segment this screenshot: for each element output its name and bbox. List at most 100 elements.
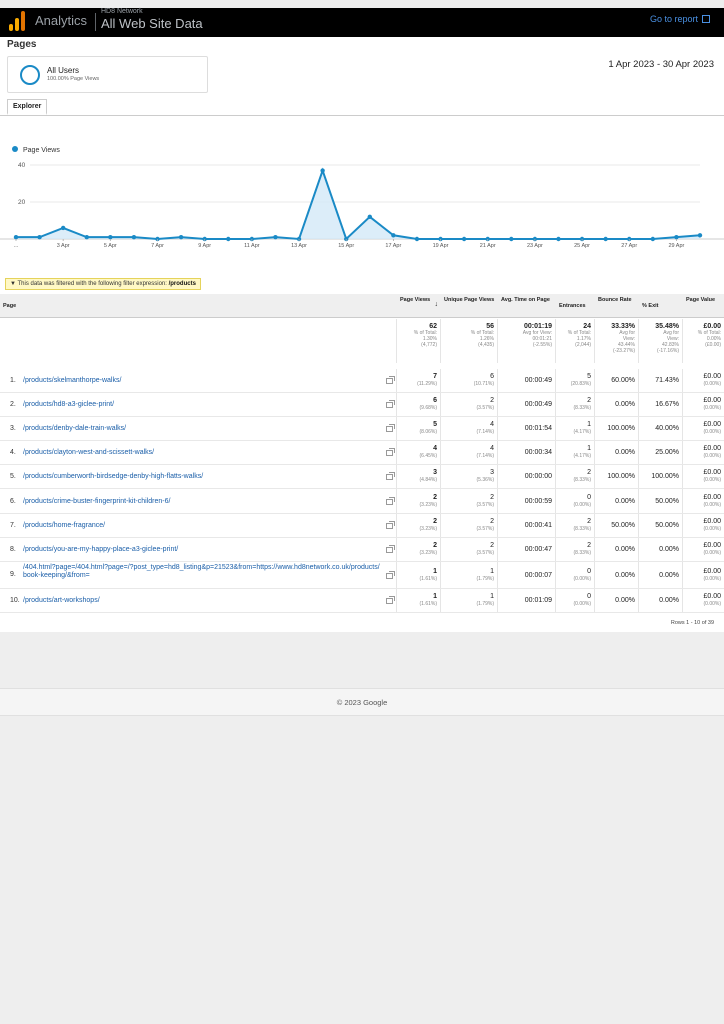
open-page-icon[interactable] [386,400,395,408]
go-to-report-link[interactable]: Go to report [650,14,710,24]
data-point [13,234,19,240]
row-number: 10. [10,597,20,604]
open-page-icon[interactable] [386,596,395,604]
bounce-rate-value: 100.00% [607,425,635,432]
unique-page-views-cell: 1 (1.79%) [441,562,498,588]
total-bounce-rate-value: 33.33% [611,323,635,330]
col-header-unique-page-views[interactable]: Unique Page Views [441,294,498,318]
account-name[interactable]: HD8 Network [101,8,143,15]
page-value-value: £0.00 [703,493,721,501]
page-views-percent: (1.61%) [419,575,437,582]
page-value-cell: £0.00 (0.00%) [683,514,724,537]
bounce-rate-cell: 0.00% [595,589,639,612]
exit-value: 16.67% [655,401,679,408]
page-views-cell: 2 (3.23%) [397,489,441,513]
unique-page-views-value: 4 [490,421,494,428]
page-path-link[interactable]: /products/denby-dale-train-walks/ [23,425,127,432]
entrances-value: 2 [587,542,591,549]
page-path-link[interactable]: /products/skelmanthorpe-walks/ [23,377,122,384]
row-number: 8. [10,546,16,553]
x-tick-label: ... [14,243,19,249]
entrances-value: 1 [587,445,591,452]
page-path-link[interactable]: /products/home-fragrance/ [23,522,106,529]
series-line [16,167,701,241]
tab-explorer[interactable]: Explorer [7,99,48,115]
col-header-bounce-rate[interactable]: Bounce Rate [595,294,639,318]
unique-page-views-cell: 4 (7.14%) [441,441,498,464]
page-views-value: 7 [433,373,437,380]
exit-value: 0.00% [659,571,679,579]
exit-cell: 40.00% [639,417,683,440]
unique-page-views-cell: 4 (7.14%) [441,417,498,440]
bounce-rate-value: 0.00% [615,497,635,505]
page-views-percent: (11.29%) [417,381,437,387]
page-path-link[interactable]: /products/clayton-west-and-scissett-walk… [23,449,155,456]
page-value-percent: (0.00%) [703,575,721,582]
open-page-icon[interactable] [386,545,395,553]
col-header-avg-time[interactable]: Avg. Time on Page [498,294,556,318]
page-path-link[interactable]: /products/hd8-a3-giclee-print/ [23,401,115,408]
avg-time-cell: 00:00:41 [498,514,556,537]
data-point [60,225,66,231]
open-page-icon[interactable] [386,376,395,384]
total-page-value-l3: (£0.00) [705,342,721,348]
col-header-entrances[interactable]: Entrances [556,294,595,318]
exit-value: 40.00% [655,425,679,432]
page-path-link[interactable]: /products/crime-buster-fingerprint-kit-c… [23,497,171,505]
page-path-link[interactable]: /products/art-workshops/ [23,597,100,604]
page-views-value: 1 [433,567,437,575]
col-header-exit-label: % Exit [642,303,659,309]
open-page-icon[interactable] [386,472,395,480]
total-entrances-value: 24 [583,323,591,330]
open-page-icon[interactable] [386,448,395,456]
open-page-icon[interactable] [386,424,395,432]
total-page-views: 62 % of Total: 1.30% (4,772) [397,319,441,363]
avg-time-cell: 00:01:09 [498,589,556,612]
avg-time-value: 00:01:09 [524,597,552,604]
page-value-cell: £0.00 (0.00%) [683,369,724,392]
total-entrances-l2: 1.17% [576,336,591,342]
page-cell: 3. /products/denby-dale-train-walks/ [0,417,397,440]
segment-card[interactable]: All Users 100.00% Page Views [7,56,208,93]
open-page-icon[interactable] [386,496,395,505]
report-panel [0,37,724,632]
col-header-page[interactable]: Page [0,294,397,318]
exit-cell: 50.00% [639,514,683,537]
x-tick-label: 11 Apr [244,243,260,249]
page-path-link[interactable]: /products/you-are-my-happy-place-a3-gicl… [23,546,179,553]
bounce-rate-value: 0.00% [615,449,635,456]
unique-page-views-value: 2 [490,542,494,549]
entrances-cell: 2 (8.33%) [556,514,595,537]
page-value-percent: (0.00%) [703,453,721,459]
entrances-percent: (4.17%) [573,453,591,459]
page-path-link[interactable]: /products/cumberworth-birdsedge-denby-hi… [23,473,204,480]
page-path-link[interactable]: /404.html?page=/404.html?page=/?post_typ… [23,564,380,579]
page-views-cell: 3 (4.84%) [397,465,441,488]
page-value-cell: £0.00 (0.00%) [683,417,724,440]
date-range-picker[interactable]: 1 Apr 2023 - 30 Apr 2023 [608,59,714,70]
page-views-cell: 1 (1.61%) [397,562,441,588]
bounce-rate-value: 0.00% [615,401,635,408]
page-value-cell: £0.00 (0.00%) [683,538,724,561]
x-tick-label: 23 Apr [527,243,543,249]
table-row: 2. /products/hd8-a3-giclee-print/6 (9.68%)… [0,393,724,417]
total-avg-time-l1: Avg for View: [522,330,552,336]
avg-time-cell: 00:00:00 [498,465,556,488]
total-exit-l3: 42.83% [662,342,679,348]
open-page-icon[interactable] [386,521,395,529]
unique-page-views-percent: (10.71%) [473,381,494,387]
x-tick-label: 7 Apr [151,243,164,249]
entrances-percent: (8.33%) [573,550,591,556]
total-exit-l2: View: [666,336,679,342]
col-header-exit[interactable]: % Exit [639,294,683,318]
bounce-rate-cell: 0.00% [595,489,639,513]
avg-time-cell: 00:00:49 [498,393,556,416]
rows-info: Rows 1 - 10 of 39 [670,620,714,626]
col-header-page-views[interactable]: Page Views ↓ [397,294,441,318]
col-header-page-value[interactable]: Page Value [683,294,724,318]
col-header-page-views-label: Page Views [400,297,431,303]
bounce-rate-cell: 0.00% [595,562,639,588]
entrances-percent: (0.00%) [573,601,591,607]
view-name[interactable]: All Web Site Data [101,16,203,31]
open-page-icon[interactable] [386,570,395,579]
